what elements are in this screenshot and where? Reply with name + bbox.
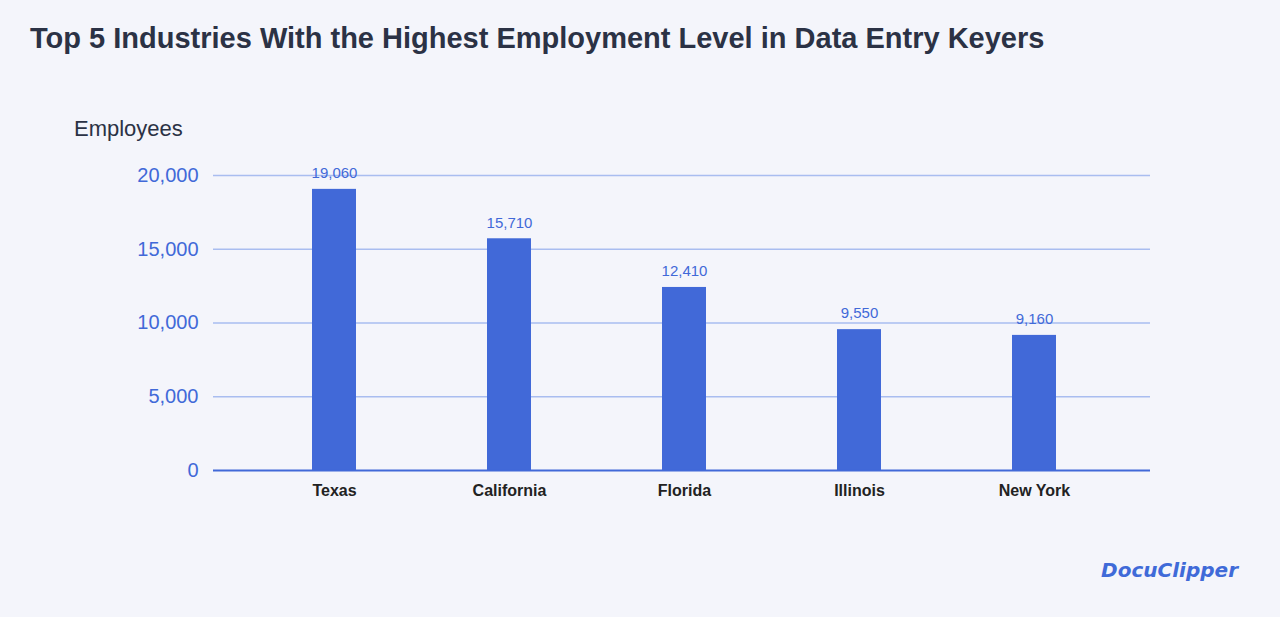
svg-text:9,550: 9,550: [841, 304, 879, 321]
svg-text:California: California: [473, 482, 547, 499]
svg-text:Florida: Florida: [658, 482, 711, 499]
svg-text:15,000: 15,000: [137, 238, 198, 260]
svg-text:Illinois: Illinois: [834, 482, 885, 499]
svg-text:15,710: 15,710: [487, 214, 533, 231]
svg-text:19,060: 19,060: [312, 164, 358, 181]
html-text:DocuClipper: DocuClipper: [1101, 558, 1238, 582]
svg-text:10,000: 10,000: [137, 311, 198, 333]
svg-text:Texas: Texas: [312, 482, 356, 499]
svg-text:New York: New York: [999, 482, 1071, 499]
svg-text:12,410: 12,410: [662, 262, 708, 279]
html-text:Top 5 Industries With the High: Top 5 Industries With the Highest Employ…: [30, 22, 1045, 54]
svg-text:5,000: 5,000: [148, 385, 198, 407]
svg-text:20,000: 20,000: [137, 164, 198, 186]
html-text:Employees: Employees: [74, 116, 183, 141]
svg-text:0: 0: [187, 459, 198, 481]
svg-text:9,160: 9,160: [1016, 310, 1054, 327]
